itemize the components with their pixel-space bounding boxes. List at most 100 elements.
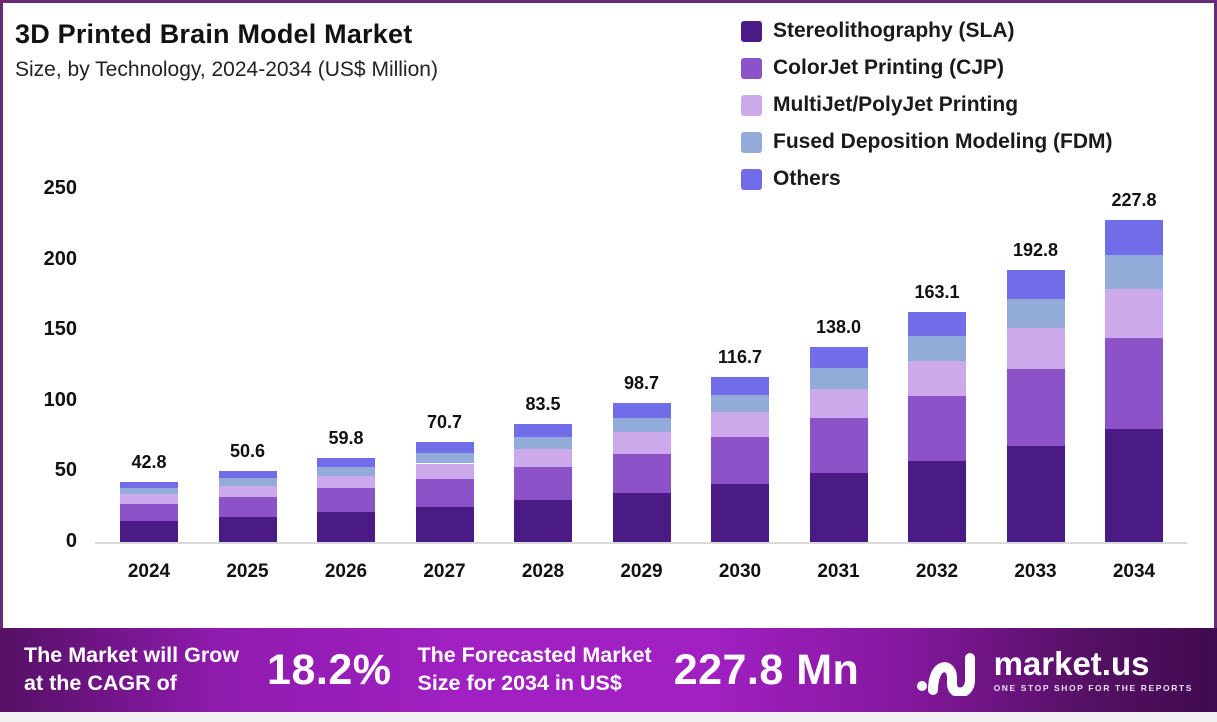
- bar-segment: [908, 395, 966, 461]
- bar-total-label: 70.7: [426, 412, 463, 433]
- bar-segment: [809, 473, 868, 542]
- y-axis-tick-label: 150: [43, 318, 77, 341]
- brand-logo: market.us ONE STOP SHOP FOR THE REPORTS: [916, 644, 1193, 696]
- bar-segment: [1105, 288, 1163, 338]
- bar-segment: [1105, 254, 1163, 289]
- bar-total-label: 42.8: [131, 451, 167, 472]
- brand-tagline: ONE STOP SHOP FOR THE REPORTS: [993, 683, 1193, 693]
- bar-segment: [317, 512, 375, 542]
- bar-segment: [908, 336, 966, 361]
- bar-segment: [120, 488, 178, 495]
- bar-segment: [908, 360, 966, 396]
- stacked-bar-2032: [908, 311, 966, 542]
- forecast-label: The Forecasted Market Size for 2034 in US…: [417, 642, 651, 697]
- x-axis-tick-label: 2024: [127, 561, 171, 582]
- bar-segment: [1006, 369, 1065, 447]
- bar-segment: [120, 520, 178, 542]
- x-axis-tick-label: 2025: [226, 561, 269, 582]
- bar-segment: [1006, 269, 1065, 299]
- bar-total-label: 59.8: [328, 427, 364, 448]
- bar-segment: [218, 516, 277, 542]
- legend-item: Others: [741, 167, 1112, 191]
- stacked-bar-2028: [514, 424, 572, 542]
- y-axis-tick-label: 0: [65, 530, 77, 552]
- bar-segment: [612, 417, 671, 433]
- bar-segment: [415, 452, 474, 464]
- x-axis-tick-label: 2032: [915, 561, 959, 582]
- bar-segment: [415, 463, 474, 479]
- bar-segment: [218, 485, 277, 497]
- marketus-wave-icon: [916, 653, 975, 696]
- footer-banner: The Market will Grow at the CAGR of 18.2%…: [0, 628, 1217, 712]
- chart-area: 3D Printed Brain Model Market Size, by T…: [0, 0, 1217, 628]
- x-axis-tick-label: 2030: [718, 561, 762, 582]
- stacked-bar-2033: [1006, 269, 1065, 542]
- bar-segment: [415, 442, 474, 453]
- bar-segment: [1006, 446, 1065, 542]
- x-axis-line: [95, 542, 1187, 544]
- x-axis-tick-label: 2034: [1112, 561, 1156, 582]
- bar-segment: [514, 436, 572, 450]
- bar-segment: [711, 437, 769, 484]
- y-axis-tick-label: 250: [43, 177, 77, 199]
- bar-segment: [908, 460, 966, 542]
- bar-segment: [711, 377, 769, 395]
- legend-item: Stereolithography (SLA): [741, 19, 1112, 43]
- forecast-label-line2: Size for 2034 in US$: [417, 671, 622, 695]
- bar-segment: [415, 506, 474, 542]
- legend-label: MultiJet/PolyJet Printing: [773, 93, 1019, 116]
- bar-total-label: 227.8: [1111, 190, 1157, 211]
- bar-total-label: 50.6: [229, 440, 266, 461]
- bar-plot: 0 50 100 150 200 250 42.8 2024 50.6 2025 59.8 2026 7…: [3, 3, 1217, 631]
- cagr-label-line2: at the CAGR of: [24, 671, 177, 695]
- bar-segment: [809, 388, 868, 419]
- legend-label: Fused Deposition Modeling (FDM): [773, 130, 1113, 153]
- legend-swatch-icon: [741, 57, 762, 79]
- stacked-bar-2029: [612, 402, 671, 542]
- forecast-label-line1: The Forecasted Market: [417, 643, 652, 668]
- x-axis-tick-label: 2026: [324, 561, 368, 582]
- legend-item: MultiJet/PolyJet Printing: [741, 93, 1112, 117]
- bar-segment: [317, 466, 375, 476]
- bar-segment: [1006, 327, 1065, 370]
- bar-segment: [612, 493, 671, 542]
- bottom-strip: [0, 712, 1217, 722]
- stacked-bar-2030: [711, 377, 769, 542]
- bar-segment: [809, 418, 868, 474]
- cagr-label: The Market will Grow at the CAGR of: [24, 642, 239, 697]
- bar-segment: [317, 457, 375, 467]
- stacked-bar-2025: [218, 470, 277, 542]
- legend-swatch-icon: [741, 168, 762, 190]
- x-axis-tick-label: 2029: [620, 561, 663, 582]
- chart-header: 3D Printed Brain Model Market Size, by T…: [15, 19, 438, 82]
- bar-segment: [612, 453, 671, 493]
- bar-segment: [809, 367, 868, 389]
- legend-swatch-icon: [741, 94, 762, 116]
- bar-total-label: 138.0: [815, 317, 862, 338]
- bar-segment: [809, 347, 868, 368]
- bar-segment: [120, 503, 178, 521]
- bar-segment: [317, 488, 375, 513]
- y-axis-tick-label: 200: [43, 247, 77, 270]
- page-title: 3D Printed Brain Model Market: [15, 19, 413, 49]
- forecast-value: 227.8 Mn: [673, 645, 860, 694]
- legend-label: ColorJet Printing (CJP): [773, 56, 1005, 79]
- bar-segment: [514, 449, 572, 468]
- stacked-bar-2027: [415, 442, 474, 542]
- legend-swatch-icon: [741, 20, 762, 42]
- cagr-value: 18.2%: [267, 645, 392, 694]
- bar-segment: [711, 394, 769, 413]
- bar-segment: [1105, 337, 1163, 429]
- bar-segment: [514, 500, 572, 542]
- legend-swatch-icon: [741, 131, 762, 153]
- bar-segment: [711, 412, 769, 438]
- legend-item: Fused Deposition Modeling (FDM): [741, 130, 1112, 154]
- bar-total-label: 83.5: [525, 394, 561, 415]
- bar-total-label: 163.1: [914, 281, 960, 302]
- bar-segment: [514, 424, 572, 437]
- brand-name: market.us: [993, 645, 1150, 682]
- bar-segment: [120, 481, 178, 489]
- stacked-bar-2031: [809, 347, 868, 542]
- bar-segment: [1105, 428, 1163, 542]
